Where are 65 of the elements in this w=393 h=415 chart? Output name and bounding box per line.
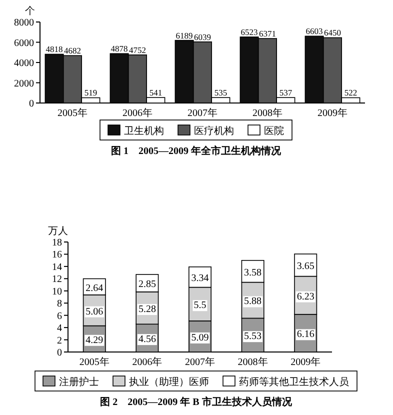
data-label: 6371 — [259, 28, 276, 38]
x-tick-label: 2009年 — [318, 107, 348, 119]
data-label: 3.65 — [296, 261, 314, 272]
data-label: 6523 — [240, 26, 258, 37]
data-label: 6039 — [194, 32, 211, 42]
data-label: 5.28 — [138, 304, 156, 315]
x-tick-label: 2006年 — [132, 356, 162, 368]
data-label: 4682 — [64, 46, 81, 56]
data-label: 6603 — [306, 26, 323, 36]
x-tick-label: 2008年 — [238, 356, 268, 368]
data-label: 4818 — [46, 44, 63, 54]
x-tick-label: 2009年 — [290, 356, 321, 368]
y-axis-title: 个 — [25, 5, 35, 17]
data-label: 5.09 — [191, 332, 209, 344]
data-label: 537 — [279, 88, 292, 98]
y-tick-label: 0 — [29, 98, 34, 110]
y-tick-label: 8 — [57, 298, 62, 310]
data-label: 5.53 — [244, 331, 262, 342]
legend-label: 药师等其他卫生技术人员 — [239, 376, 349, 388]
x-tick-label: 2005年 — [58, 107, 88, 119]
legend-label: 医疗机构 — [194, 125, 234, 137]
x-tick-label: 2007年 — [188, 107, 218, 119]
y-tick-label: 6 — [57, 310, 62, 322]
text: 图 2 2005—2009 年 B 市卫生技术人员情况 — [100, 396, 293, 408]
y-tick-label: 10 — [52, 286, 62, 298]
data-label: 4752 — [129, 44, 146, 55]
y-tick-label: 14 — [52, 262, 62, 273]
data-label: 6.23 — [296, 291, 314, 302]
data-label: 5.5 — [194, 300, 206, 312]
data-label: 3.34 — [191, 273, 209, 284]
legend-label: 注册护士 — [59, 376, 99, 388]
legend-label: 卫生机构 — [124, 125, 164, 137]
x-tick-label: 2005年 — [79, 356, 110, 368]
y-tick-label: 6000 — [14, 38, 34, 49]
y-tick-label: 8000 — [14, 18, 34, 28]
legend-label: 执业（助理）医师 — [129, 376, 209, 388]
data-label: 519 — [84, 88, 98, 98]
y-tick-label: 12 — [52, 274, 62, 286]
y-tick-label: 18 — [52, 238, 62, 248]
data-label: 2.64 — [86, 282, 104, 294]
y-tick-label: 2 — [57, 335, 62, 346]
data-label: 6450 — [324, 28, 341, 38]
data-label: 2.85 — [138, 279, 156, 290]
legend-label: 医院 — [264, 125, 284, 137]
data-label: 5.06 — [86, 306, 104, 318]
data-label: 4878 — [110, 44, 128, 54]
y-tick-label: 2000 — [14, 78, 34, 90]
data-label: 4.56 — [138, 334, 156, 346]
y-tick-label: 16 — [52, 250, 62, 261]
x-tick-label: 2007年 — [185, 356, 215, 368]
y-tick-label: 0 — [57, 348, 62, 358]
y-tick-label: 4 — [57, 323, 62, 334]
data-label: 4.29 — [86, 334, 104, 346]
data-label: 535 — [214, 88, 228, 98]
data-label: 6.16 — [296, 329, 314, 340]
y-tick-label: 4000 — [14, 58, 34, 69]
data-label: 5.88 — [244, 296, 262, 308]
y-axis-title: 万人 — [48, 226, 68, 237]
data-label: 6189 — [176, 30, 193, 40]
data-label: 522 — [344, 88, 358, 98]
data-label: 541 — [149, 88, 162, 98]
x-tick-label: 2006年 — [122, 107, 152, 119]
x-tick-label: 2008年 — [252, 107, 282, 119]
data-label: 3.58 — [244, 267, 262, 278]
text: 图 1 2005—2009 年全市卫生机构情况 — [111, 145, 282, 157]
